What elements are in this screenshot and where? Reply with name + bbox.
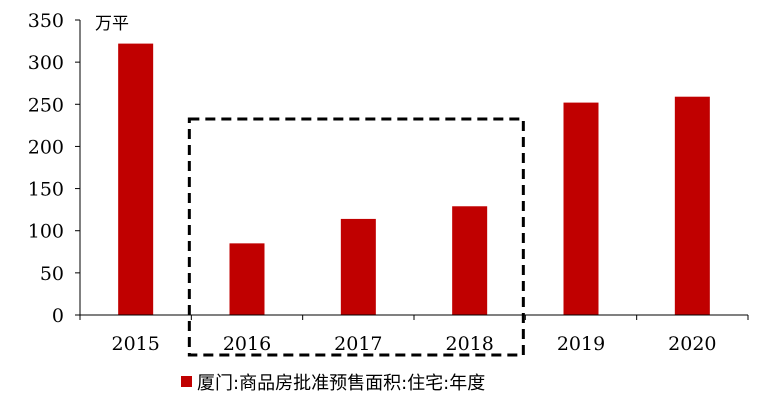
y-tick-label: 300 [28,52,64,74]
x-tick-label: 2019 [557,333,605,355]
x-tick-label: 2017 [334,333,382,355]
y-tick-label: 50 [40,263,64,285]
bar-2018 [452,206,488,315]
x-axis: 2015 2016 2017 2018 2019 2020 [79,314,749,355]
y-tick-label: 150 [28,179,64,201]
bars [118,43,710,315]
x-tick-label: 2020 [668,333,716,355]
bar-2015 [118,43,154,315]
highlight-box [187,117,525,357]
y-tick-label: 250 [28,94,64,116]
x-tick-label: 2016 [223,333,271,355]
bar-2017 [340,218,376,315]
x-tick-label: 2018 [445,333,493,355]
y-tick-label: 200 [28,136,64,158]
y-axis: 0 50 100 150 200 250 300 350 [28,10,81,327]
bar-2019 [563,102,599,315]
x-tick-label: 2015 [111,333,159,355]
y-unit-label: 万平 [95,14,129,34]
bar-2020 [674,96,710,315]
y-tick-label: 0 [52,305,64,327]
y-tick-label: 350 [28,10,64,32]
bar-2016 [229,243,265,315]
legend: 厦门:商品房批准预售面积:住宅:年度 [181,373,485,394]
legend-swatch [181,376,192,387]
y-tick-label: 100 [28,221,64,243]
legend-label: 厦门:商品房批准预售面积:住宅:年度 [197,373,485,394]
